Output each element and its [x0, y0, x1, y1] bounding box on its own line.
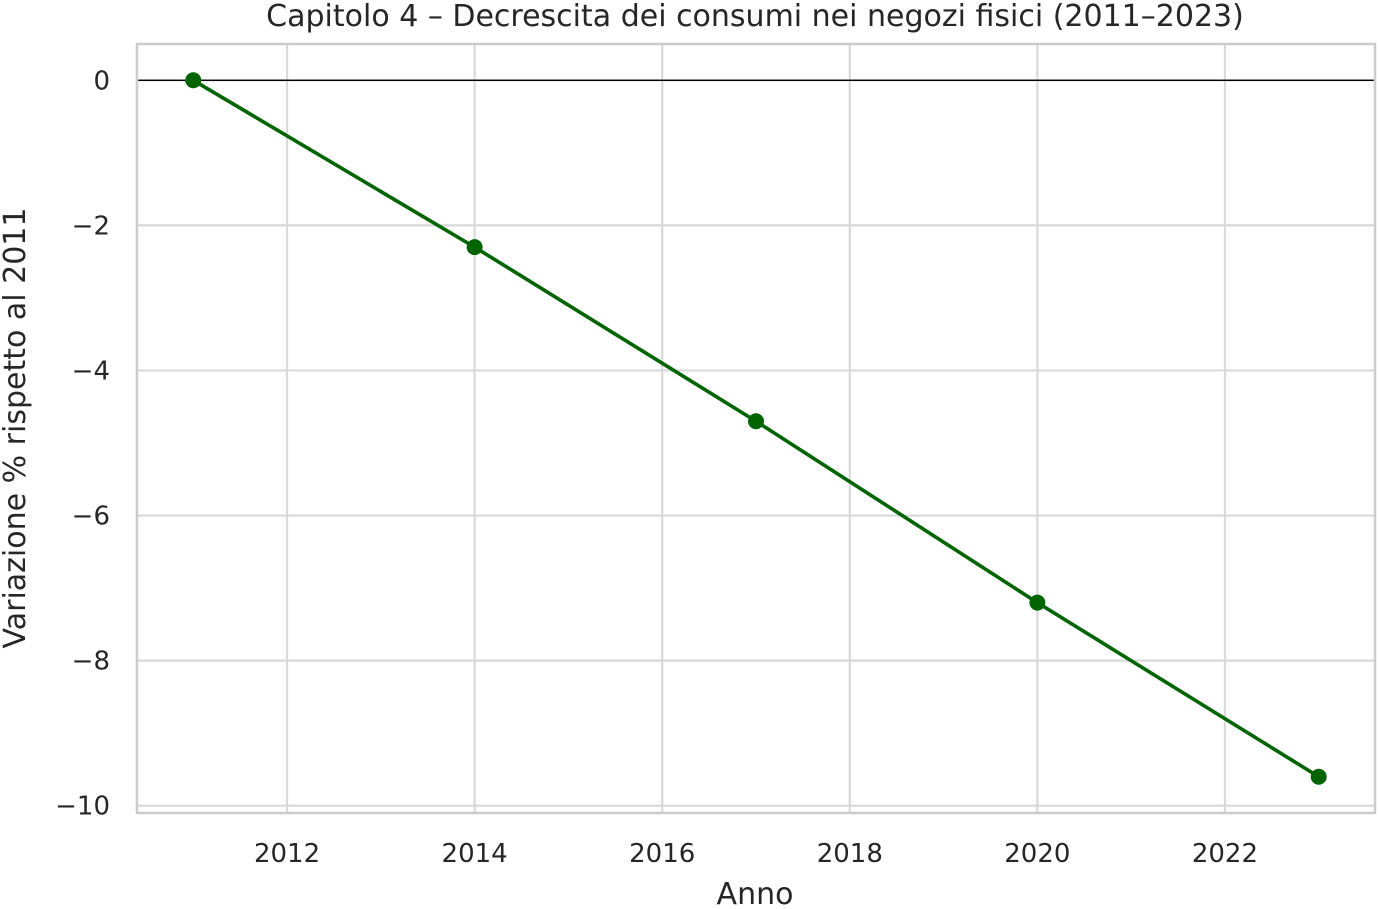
x-tick-labels: 2012 2014 2016 2018 2020 2022: [254, 839, 1258, 869]
series-layer: [185, 72, 1327, 785]
x-tick-label: 2018: [817, 839, 883, 869]
x-tick-label: 2014: [442, 839, 508, 869]
y-tick-label: −4: [72, 356, 110, 386]
y-tick-label: 0: [93, 66, 110, 96]
chart-title: Capitolo 4 – Decrescita dei consumi nei …: [266, 0, 1244, 34]
x-tick-label: 2016: [629, 839, 695, 869]
x-tick-label: 2012: [254, 839, 320, 869]
y-tick-label: −6: [72, 502, 110, 532]
data-point-2014: [466, 239, 483, 256]
y-tick-label: −10: [55, 792, 110, 822]
y-tick-label: −8: [72, 647, 110, 677]
y-axis-label: Variazione % rispetto al 2011: [0, 208, 33, 649]
data-point-2017: [748, 413, 764, 430]
x-tick-label: 2022: [1192, 839, 1258, 869]
y-tick-label: −2: [72, 211, 110, 241]
data-point-2020: [1029, 594, 1046, 611]
x-axis-label: Anno: [717, 877, 794, 905]
data-point-2011: [185, 72, 202, 89]
plot-frame: [135, 42, 1377, 815]
data-point-2023: [1310, 768, 1327, 785]
x-tick-label: 2020: [1004, 839, 1070, 869]
y-tick-labels: 0 −2 −4 −6 −8 −10: [55, 66, 110, 821]
